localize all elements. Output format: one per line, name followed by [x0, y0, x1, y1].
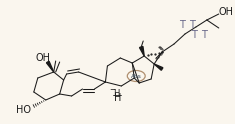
Text: T: T	[191, 30, 197, 40]
Text: HO: HO	[16, 105, 31, 115]
Text: OH: OH	[218, 7, 233, 17]
Text: T: T	[201, 30, 207, 40]
Polygon shape	[154, 64, 163, 70]
Text: Abs: Abs	[131, 74, 142, 79]
Polygon shape	[47, 61, 54, 72]
Text: OH: OH	[35, 53, 50, 63]
Text: H: H	[114, 93, 121, 103]
Text: T: T	[189, 20, 195, 30]
Text: ̅H: ̅H	[114, 90, 121, 98]
Text: T: T	[179, 20, 185, 30]
Polygon shape	[140, 46, 144, 56]
